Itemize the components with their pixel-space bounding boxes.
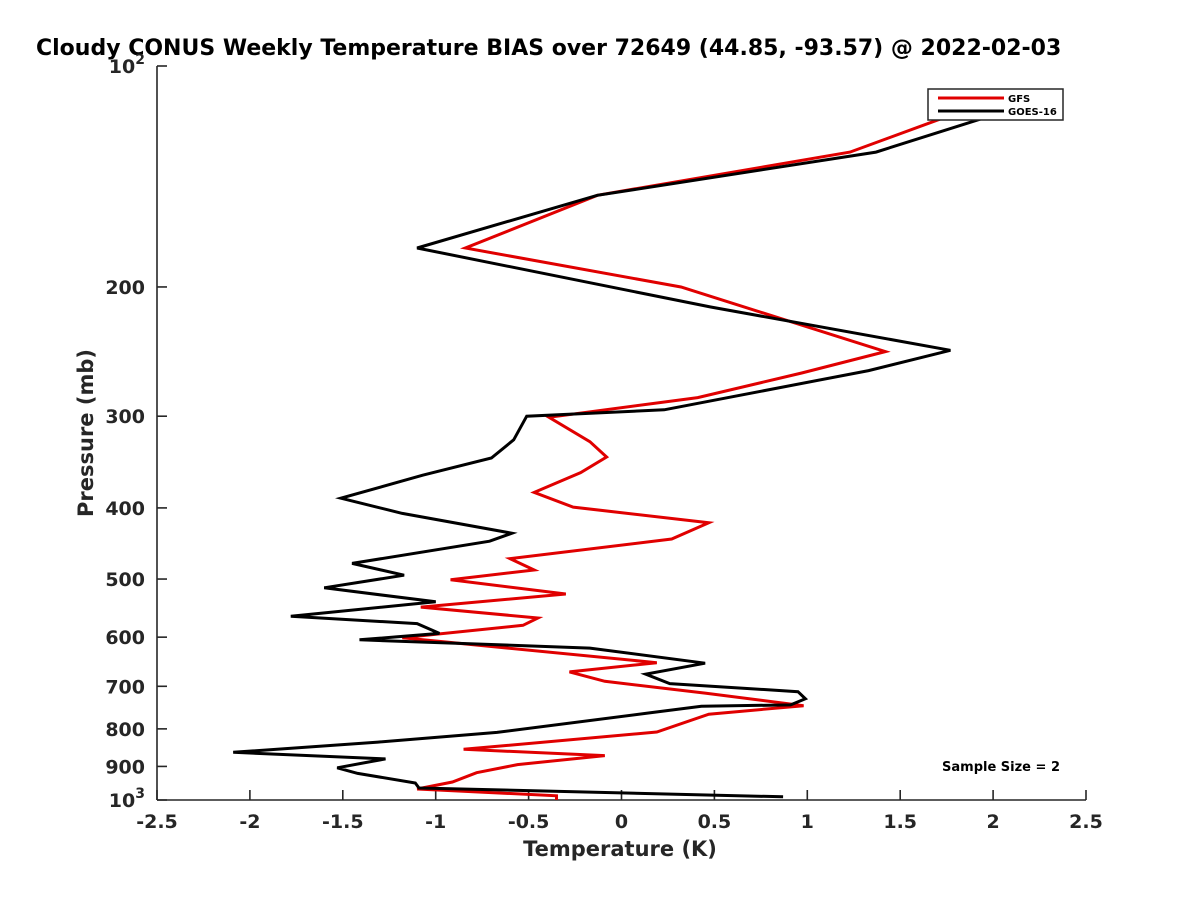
legend-box bbox=[927, 88, 1064, 121]
legend-label: GOES-16 bbox=[1008, 107, 1057, 118]
y-tick-label: 300 bbox=[105, 406, 145, 428]
y-axis-label: Pressure (mb) bbox=[74, 349, 98, 517]
sample-size-annotation: Sample Size = 2 bbox=[942, 760, 1060, 775]
series-line-gfs bbox=[402, 111, 957, 800]
x-tick-label: -2 bbox=[239, 811, 260, 833]
y-tick-label: 800 bbox=[105, 719, 145, 741]
x-axis-label: Temperature (K) bbox=[523, 837, 717, 861]
y-tick-label: 103 bbox=[109, 786, 145, 812]
series-line-goes-16 bbox=[233, 111, 1000, 799]
x-tick-label: 0.5 bbox=[698, 811, 732, 833]
x-tick-label: 2 bbox=[986, 811, 999, 833]
chart-title: Cloudy CONUS Weekly Temperature BIAS ove… bbox=[36, 36, 1061, 61]
x-tick-label: -2.5 bbox=[136, 811, 178, 833]
x-axis-ticks: -2.5 -2 -1.5 -1 -0.5 0 0.5 1 1.5 2 2.5 bbox=[136, 790, 1103, 833]
x-tick-label: -0.5 bbox=[508, 811, 550, 833]
x-tick-label: 0 bbox=[615, 811, 628, 833]
y-axis-ticks: 102 200 300 400 500 600 700 800 900 103 bbox=[105, 52, 167, 812]
series-layer bbox=[233, 111, 1000, 800]
x-tick-label: -1.5 bbox=[322, 811, 364, 833]
y-tick-label: 500 bbox=[105, 569, 145, 591]
legend-label: GFS bbox=[1008, 94, 1030, 105]
y-tick-label: 102 bbox=[109, 52, 145, 78]
x-tick-label: 1.5 bbox=[883, 811, 917, 833]
y-tick-label: 400 bbox=[105, 498, 145, 520]
y-tick-label: 200 bbox=[105, 277, 145, 299]
y-tick-label: 600 bbox=[105, 627, 145, 649]
legend: GFS GOES-16 bbox=[927, 88, 1064, 121]
x-tick-label: 1 bbox=[801, 811, 814, 833]
plot-axes bbox=[156, 66, 1086, 801]
y-tick-label: 900 bbox=[105, 756, 145, 778]
x-tick-label: -1 bbox=[425, 811, 446, 833]
x-tick-label: 2.5 bbox=[1069, 811, 1103, 833]
y-tick-label: 700 bbox=[105, 676, 145, 698]
